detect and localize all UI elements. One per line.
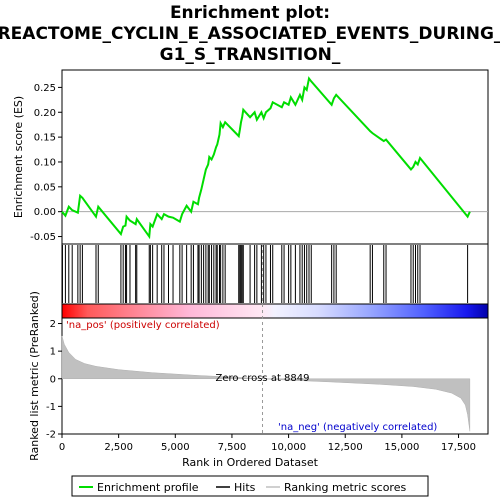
es-profile-series: [61, 76, 471, 240]
x-tick-label: 17,500: [441, 442, 476, 453]
ranking-metric-fill: [61, 335, 471, 432]
es-profile-line: [61, 76, 471, 240]
chart-title-line2: REACTOME_CYCLIN_E_ASSOCIATED_EVENTS_DURI…: [0, 24, 500, 44]
es-y-tick-label: 0.15: [34, 133, 56, 144]
ranking-metric-area: [61, 335, 471, 432]
es-y-tick-label: 0.10: [34, 157, 56, 168]
ranked-y-tick-label: 1: [50, 347, 56, 358]
x-tick-label: 15,000: [384, 442, 419, 453]
zero-cross-label: Zero cross at 8849: [216, 373, 310, 384]
x-tick-label: 10,000: [271, 442, 306, 453]
x-tick-label: 7,500: [218, 442, 247, 453]
ranked-y-tick-label: -1: [46, 402, 56, 413]
es-panel-frame: [61, 69, 489, 245]
gradient-fill: [62, 304, 488, 318]
ranked-y-tick-label: 2: [50, 319, 56, 330]
es-y-tick-label: 0.25: [34, 83, 56, 94]
ranked-y-tick-label: 0: [50, 374, 56, 385]
ranked-y-tick-label: -2: [46, 430, 56, 441]
ranked-y-axis-label: Ranked list metric (PreRanked): [28, 291, 41, 461]
positive-correlation-label: 'na_pos' (positively correlated): [66, 320, 220, 331]
legend-ranking-label: Ranking metric scores: [284, 481, 406, 494]
es-y-axis-label: Enrichment score (ES): [12, 96, 25, 218]
x-tick-label: 5,000: [161, 442, 190, 453]
hits-marks: [61, 245, 469, 303]
es-y-tick-label: -0.05: [30, 232, 56, 243]
es-y-tick-label: 0.20: [34, 108, 56, 119]
es-y-tick-label: 0.05: [34, 182, 56, 193]
negative-correlation-label: 'na_neg' (negatively correlated): [278, 422, 437, 433]
x-tick-label: 0: [59, 442, 65, 453]
chart-title-line3: G1_S_TRANSITION_: [160, 45, 341, 65]
chart-title-line1: Enrichment plot:: [170, 3, 330, 23]
x-tick-label: 12,500: [328, 442, 363, 453]
x-tick-label: 2,500: [104, 442, 133, 453]
x-axis-label: Rank in Ordered Dataset: [182, 456, 319, 469]
x-axis: 0 2,500 5,000 7,500 10,000 12,500 15,000 17,500: [59, 434, 476, 453]
legend-enrichment-label: Enrichment profile: [97, 481, 199, 494]
es-y-axis: -0.05 0.00 0.05 0.10 0.15 0.20 0.25: [30, 83, 62, 243]
legend-frame: [71, 475, 429, 497]
legend-hits-label: Hits: [234, 481, 256, 494]
es-y-tick-label: 0.00: [34, 207, 56, 218]
ranked-y-axis: -2 -1 0 1 2: [46, 319, 62, 441]
ranking-color-bar: [62, 304, 488, 318]
